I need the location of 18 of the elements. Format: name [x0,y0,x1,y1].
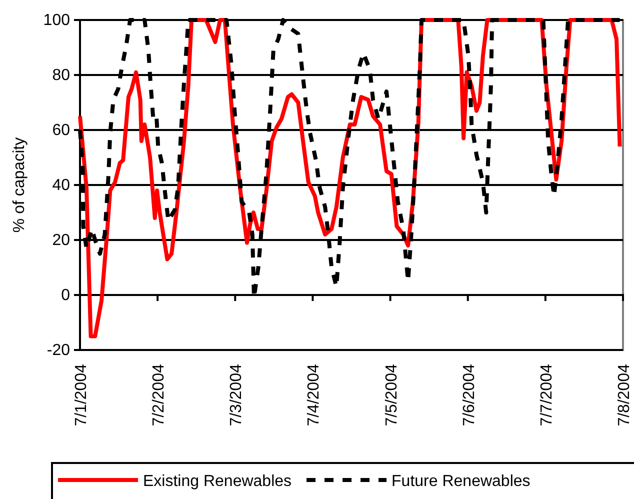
x-tick-label: 7/2/2004 [150,364,168,426]
legend-label: Existing Renewables [143,473,292,490]
x-tick-label: 7/1/2004 [73,364,90,426]
x-tick-label: 7/4/2004 [306,364,323,426]
y-tick-label: 100 [43,12,70,30]
y-tick-label: 20 [52,232,70,250]
x-tick-label: 7/3/2004 [228,364,246,426]
y-tick-label: 60 [52,122,70,140]
x-tick-label: 7/7/2004 [538,364,556,426]
y-tick-label: 40 [52,177,70,194]
y-tick-label: 0 [61,287,70,304]
y-axis-title: % of capacity [11,137,28,233]
legend-label: Future Renewables [392,473,530,490]
y-tick-label: -20 [46,342,70,360]
x-tick-label: 7/8/2004 [616,364,633,426]
x-tick-label: 7/6/2004 [460,364,478,426]
y-tick-label: 80 [52,67,70,84]
x-tick-label: 7/5/2004 [383,364,400,426]
